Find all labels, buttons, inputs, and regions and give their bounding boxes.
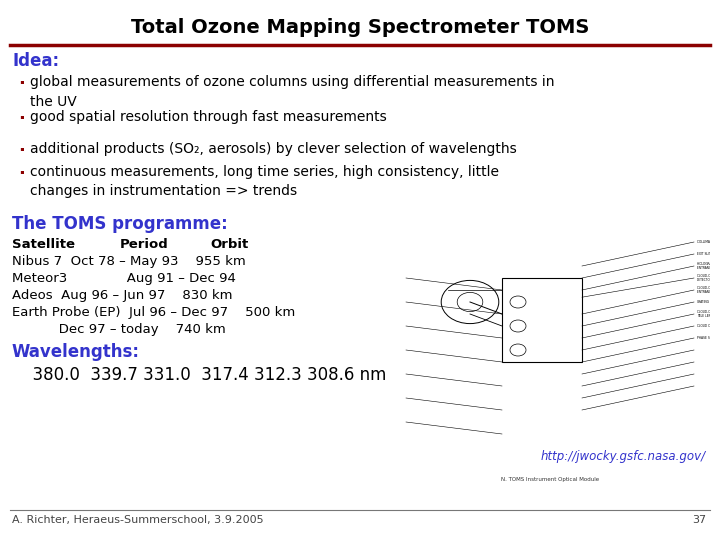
Text: Meteor3              Aug 91 – Dec 94: Meteor3 Aug 91 – Dec 94 xyxy=(12,272,236,285)
Text: Wavelengths:: Wavelengths: xyxy=(12,343,140,361)
Text: CLOUD COVER PHOTOMETER FILTER: CLOUD COVER PHOTOMETER FILTER xyxy=(697,324,720,328)
Text: SCANNER SR AND
SLIPPER BEARING: SCANNER SR AND SLIPPER BEARING xyxy=(360,350,387,359)
Text: Dec 97 – today    740 km: Dec 97 – today 740 km xyxy=(12,323,226,336)
Text: HOLOGRAM OR
ENTRANCE SLIT: HOLOGRAM OR ENTRANCE SLIT xyxy=(697,262,720,271)
Text: 37: 37 xyxy=(692,515,706,525)
Text: Orbit: Orbit xyxy=(210,238,248,251)
Text: COLLIMATING MIRROR: COLLIMATING MIRROR xyxy=(697,240,720,244)
Text: global measurements of ozone columns using differential measurements in
the UV: global measurements of ozone columns usi… xyxy=(30,75,554,109)
Text: SCANNER OF FIVE
BAND: SCANNER OF FIVE BAND xyxy=(360,375,387,383)
Text: PHOTOMULTIPLIER TUBE: PHOTOMULTIPLIER TUBE xyxy=(351,300,387,304)
Text: Period: Period xyxy=(120,238,168,251)
Text: CLOUD-COVER PHOTOMETER
TELE LENS: CLOUD-COVER PHOTOMETER TELE LENS xyxy=(697,310,720,318)
Text: 380.0  339.7 331.0  317.4 312.3 308.6 nm: 380.0 339.7 331.0 317.4 312.3 308.6 nm xyxy=(22,366,387,384)
Text: CHOPPER WHEEL
MOTOR: CHOPPER WHEEL MOTOR xyxy=(361,322,387,330)
Text: WAVE-METER SELECTION
CHOPPER & IR: WAVE-METER SELECTION CHOPPER & IR xyxy=(349,274,387,282)
Text: Total Ozone Mapping Spectrometer TOMS: Total Ozone Mapping Spectrometer TOMS xyxy=(131,18,589,37)
Text: additional products (SO₂, aerosols) by clever selection of wavelengths: additional products (SO₂, aerosols) by c… xyxy=(30,142,517,156)
Text: Earth Probe (EP)  Jul 96 – Dec 97    500 km: Earth Probe (EP) Jul 96 – Dec 97 500 km xyxy=(12,306,295,319)
Text: Nibus 7  Oct 78 – May 93    955 km: Nibus 7 Oct 78 – May 93 955 km xyxy=(12,255,246,268)
Text: ·: · xyxy=(18,75,25,93)
Text: http://jwocky.gsfc.nasa.gov/: http://jwocky.gsfc.nasa.gov/ xyxy=(541,450,706,463)
Text: ·: · xyxy=(18,142,25,160)
Text: Satellite: Satellite xyxy=(12,238,75,251)
Text: CLOUD-COVER PHOTOMETRIC
DETECTOR: CLOUD-COVER PHOTOMETRIC DETECTOR xyxy=(697,274,720,282)
Text: RAMPED V BO
BAND: RAMPED V BO BAND xyxy=(366,399,387,407)
Text: GRATING: GRATING xyxy=(697,300,710,304)
Text: Idea:: Idea: xyxy=(12,52,59,70)
Text: ·: · xyxy=(18,165,25,183)
Text: good spatial resolution through fast measurements: good spatial resolution through fast mea… xyxy=(30,110,387,124)
Text: continuous measurements, long time series, high consistency, little
changes in i: continuous measurements, long time serie… xyxy=(30,165,499,199)
Bar xyxy=(502,278,582,362)
Text: A. Richter, Heraeus-Summerschool, 3.9.2005: A. Richter, Heraeus-Summerschool, 3.9.20… xyxy=(12,515,264,525)
Text: PHASE SCATTERING PICKUP: PHASE SCATTERING PICKUP xyxy=(697,336,720,340)
Text: CLOUD-COVER PHOTOM-INE
ENTRANCE SLIT: CLOUD-COVER PHOTOM-INE ENTRANCE SLIT xyxy=(697,286,720,294)
Text: ·: · xyxy=(18,110,25,128)
Text: Adeos  Aug 96 – Jun 97    830 km: Adeos Aug 96 – Jun 97 830 km xyxy=(12,289,233,302)
Text: The TOMS programme:: The TOMS programme: xyxy=(12,215,228,233)
Text: N. TOMS Instrument Optical Module: N. TOMS Instrument Optical Module xyxy=(501,477,599,482)
Text: EXIT SLIT WHEEL: EXIT SLIT WHEEL xyxy=(697,252,720,256)
